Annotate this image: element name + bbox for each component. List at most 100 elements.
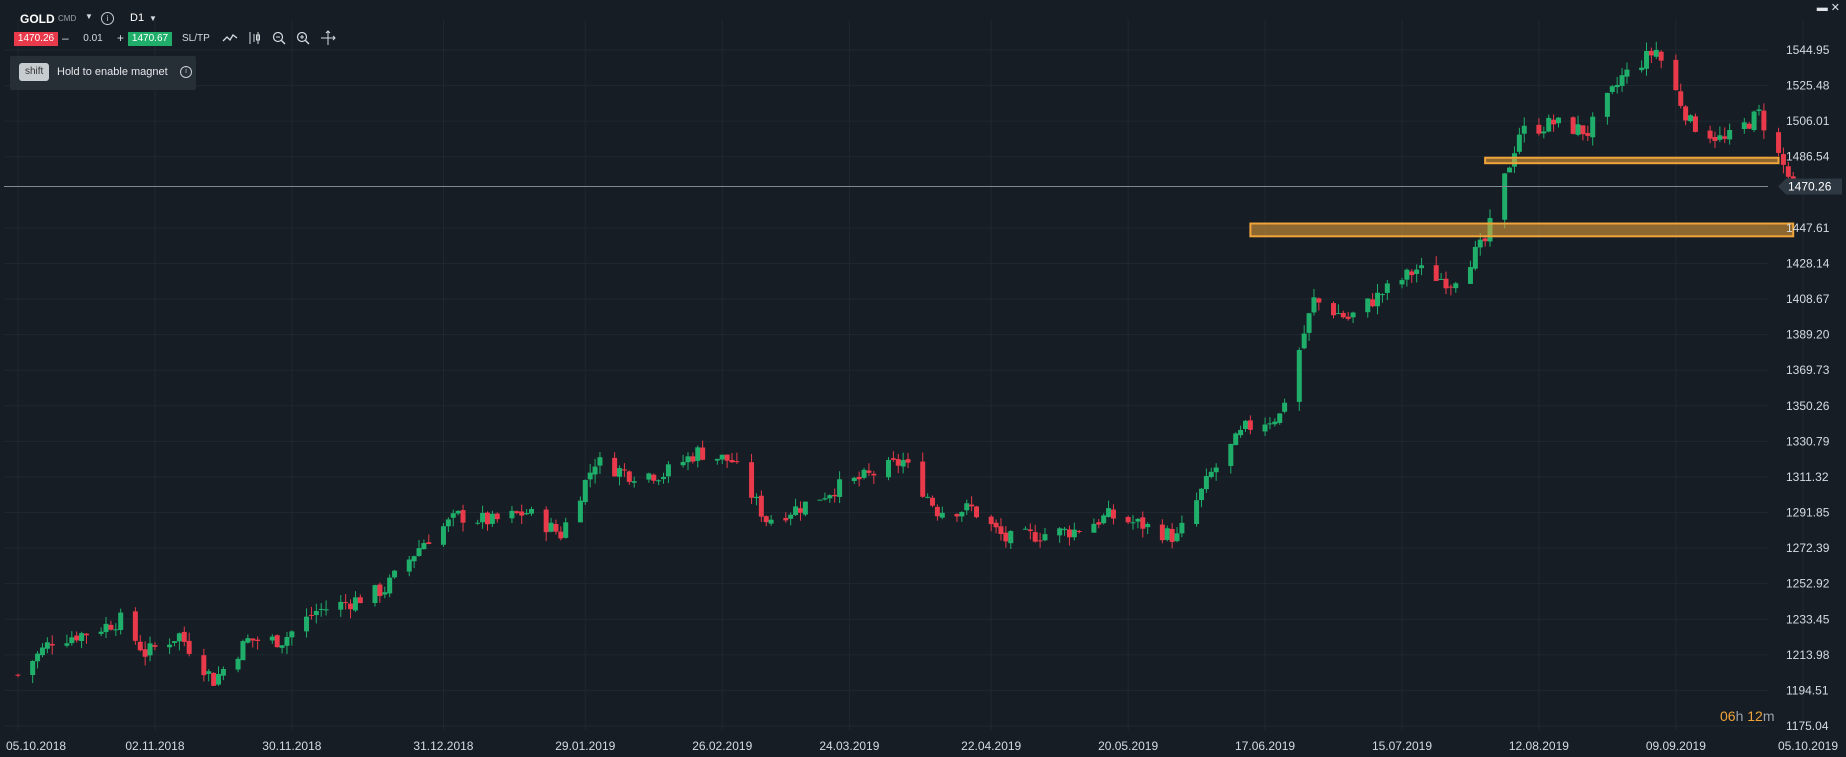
- candle-body: [1267, 423, 1273, 425]
- candle: [871, 470, 877, 484]
- candle-body: [793, 506, 799, 516]
- candle-body: [240, 641, 246, 661]
- candle: [1673, 54, 1679, 91]
- candle-body: [1570, 117, 1576, 134]
- candle: [489, 510, 495, 527]
- candle-body: [1101, 515, 1107, 524]
- candle-body: [665, 464, 671, 477]
- sell-price-button[interactable]: 1470.26: [14, 32, 58, 46]
- candle-body: [343, 602, 349, 604]
- candle: [680, 454, 686, 468]
- y-tick-label: 1311.32: [1786, 470, 1829, 484]
- candle: [734, 452, 740, 464]
- candle-body: [132, 611, 138, 641]
- candle: [176, 632, 182, 651]
- candle-body: [44, 642, 50, 649]
- candle: [509, 505, 515, 524]
- candle-body: [866, 470, 872, 473]
- candle-body: [954, 514, 960, 517]
- candle: [269, 634, 275, 644]
- line-chart-icon[interactable]: [222, 30, 238, 46]
- info-icon[interactable]: i: [180, 66, 192, 78]
- candle: [788, 512, 794, 526]
- countdown-minutes: 12: [1747, 708, 1763, 724]
- candle: [1746, 122, 1752, 130]
- close-icon[interactable]: ✕: [1830, 2, 1840, 14]
- candle-body: [822, 498, 828, 500]
- buy-price-button[interactable]: 1470.67: [128, 32, 172, 46]
- decrease-quantity-button[interactable]: –: [62, 31, 69, 45]
- candle: [411, 555, 417, 569]
- candle: [323, 600, 329, 616]
- x-axis[interactable]: 05.10.2018 02.11.2018 30.11.2018 31.12.2018…: [6, 739, 1838, 753]
- candle-body: [406, 559, 412, 572]
- candle: [1541, 126, 1547, 139]
- candle-body: [372, 585, 378, 604]
- timeframe-selector[interactable]: D1: [130, 12, 145, 24]
- symbol-label[interactable]: GOLD: [20, 12, 55, 26]
- candle-body: [680, 461, 686, 466]
- candle-body: [1399, 280, 1405, 285]
- candle: [1350, 311, 1356, 324]
- y-axis[interactable]: 1544.95 1525.48 1506.01 1486.54 1447.61 1428.…: [1786, 43, 1830, 733]
- timeframe-dropdown-icon[interactable]: ▼: [149, 14, 157, 23]
- candle: [1306, 312, 1312, 341]
- candle: [817, 499, 823, 501]
- candle-body: [98, 631, 104, 634]
- support-zone-lower[interactable]: [1249, 222, 1795, 238]
- increase-quantity-button[interactable]: +: [117, 31, 125, 45]
- candle-body: [1145, 523, 1151, 528]
- candle: [343, 594, 349, 610]
- candle-body: [827, 495, 833, 499]
- maximize-icon[interactable]: ▬: [1816, 2, 1828, 14]
- candle-body: [308, 614, 314, 616]
- candle-body: [1384, 283, 1390, 293]
- grid: [4, 20, 1804, 730]
- candle-body: [1203, 476, 1209, 490]
- x-tick-label: 12.08.2019: [1509, 739, 1569, 753]
- indicators-icon[interactable]: [247, 30, 263, 46]
- candle: [113, 623, 119, 636]
- candle-body: [1604, 92, 1610, 117]
- candle-body: [1301, 333, 1307, 349]
- candle: [211, 672, 217, 687]
- candle: [1164, 525, 1170, 542]
- candle-body: [1776, 132, 1782, 153]
- candle-body: [1174, 533, 1180, 542]
- candle: [1022, 526, 1028, 530]
- support-zone-upper[interactable]: [1484, 156, 1780, 165]
- candle: [988, 514, 994, 532]
- candle-body: [856, 476, 862, 480]
- candle: [822, 492, 828, 501]
- candle: [186, 632, 192, 657]
- candle-body: [279, 645, 285, 648]
- candle: [1228, 443, 1234, 474]
- zoom-out-icon[interactable]: [271, 30, 287, 46]
- candle-body: [352, 597, 358, 611]
- candle: [1365, 298, 1371, 318]
- info-icon[interactable]: i: [101, 12, 114, 25]
- magnet-hint-text: Hold to enable magnet: [57, 66, 168, 78]
- y-tick-label: 1252.92: [1786, 577, 1830, 591]
- candle-body: [1110, 509, 1116, 519]
- candle: [103, 616, 109, 639]
- y-tick-label: 1330.79: [1786, 434, 1830, 448]
- symbol-dropdown-icon[interactable]: ▼: [85, 12, 93, 21]
- candle: [1580, 125, 1586, 141]
- candle-body: [719, 454, 725, 460]
- candle: [587, 463, 593, 488]
- candle: [1644, 42, 1650, 76]
- candle: [895, 454, 901, 474]
- candle: [783, 512, 789, 523]
- candle-body: [1555, 117, 1561, 124]
- candle-body: [587, 472, 593, 480]
- sltp-button[interactable]: SL/TP: [182, 33, 210, 44]
- zoom-in-icon[interactable]: [295, 30, 311, 46]
- crosshair-icon[interactable]: [320, 30, 336, 46]
- candle: [1551, 114, 1557, 132]
- candle: [250, 638, 256, 648]
- quantity-input[interactable]: 0.01: [83, 33, 103, 44]
- candle-body: [612, 457, 618, 477]
- candle-body: [851, 477, 857, 482]
